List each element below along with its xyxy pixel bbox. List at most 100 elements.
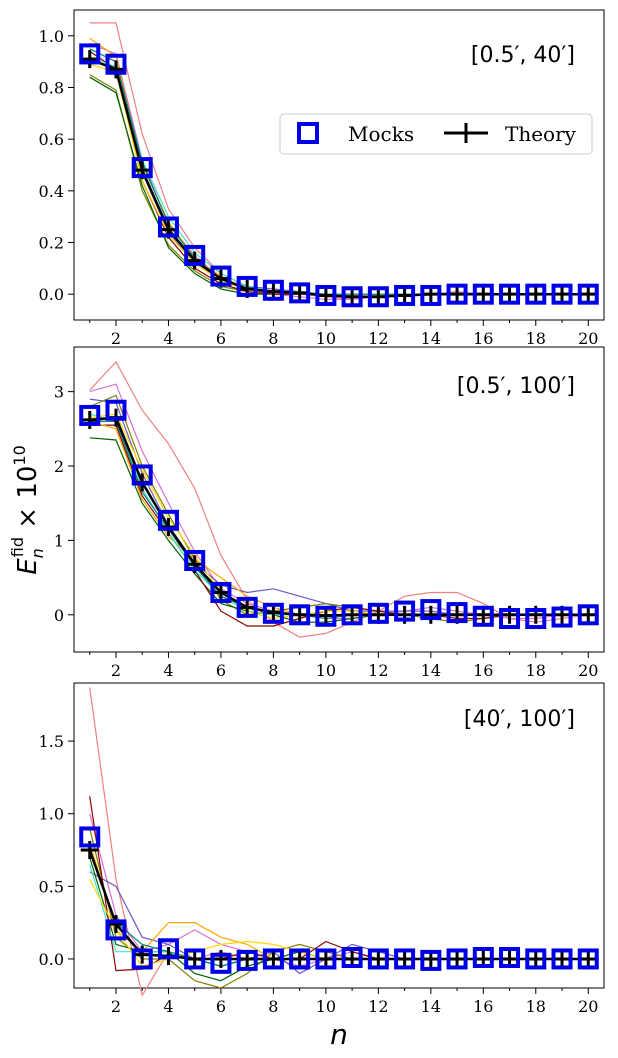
mock-point — [499, 283, 521, 305]
x-tick-label: 18 — [526, 661, 546, 680]
y-tick-label: 0.8 — [39, 79, 64, 98]
mock-point — [446, 602, 468, 624]
mock-point — [341, 286, 363, 308]
x-tick-label: 16 — [473, 329, 493, 348]
mock-point — [341, 947, 363, 968]
mock-point — [105, 399, 127, 421]
mock-realisation-line — [89, 43, 589, 300]
y-tick-label: 0.5 — [39, 877, 64, 896]
mock-point — [184, 550, 206, 571]
x-tick-label: 6 — [216, 997, 226, 1016]
theory-point — [343, 287, 362, 306]
y-tick-label: 1.5 — [39, 732, 64, 751]
theory-point — [185, 949, 204, 968]
mock-point — [472, 283, 494, 305]
theory-line — [89, 57, 589, 299]
panel-bottom-yticks: 0.0 0.5 1.0 1.5 — [39, 732, 74, 969]
mock-realisation-line — [89, 76, 589, 295]
mock-realisation-line — [89, 37, 589, 295]
mock-point — [289, 282, 311, 304]
theory-point — [290, 949, 309, 968]
mock-point — [420, 949, 442, 971]
theory-point — [264, 949, 283, 968]
theory-point — [316, 286, 335, 305]
mock-point — [289, 948, 311, 970]
x-tick-label: 14 — [421, 997, 441, 1016]
mock-realisation-line — [89, 413, 589, 616]
x-tick-label: 4 — [163, 997, 173, 1016]
mock-point — [315, 605, 337, 627]
panel-middle-xticks: 2 4 6 8 10 12 14 16 18 20 — [89, 652, 598, 680]
panel-middle-range-label: [0.5′, 100′] — [457, 374, 575, 399]
mock-point — [499, 608, 521, 630]
mock-point — [79, 404, 101, 426]
x-tick-label: 12 — [368, 997, 388, 1016]
mock-point — [131, 157, 153, 179]
mock-realisation-line — [89, 360, 589, 638]
mock-point — [472, 947, 494, 968]
mock-realisation-line — [89, 74, 589, 295]
y-tick-label: 1 — [54, 531, 64, 550]
theory-point — [238, 598, 257, 617]
x-tick-label: 14 — [421, 329, 441, 348]
panel-bottom-range-label: [40′, 100′] — [464, 707, 575, 732]
mock-point — [394, 948, 416, 970]
mock-point — [525, 608, 547, 630]
y-tick-label: 0.2 — [39, 234, 64, 253]
theory-point — [421, 605, 440, 624]
mock-realisation-line — [89, 55, 589, 295]
mock-point — [577, 604, 599, 626]
y-axis-title-sub: n — [28, 548, 47, 558]
mock-point — [315, 284, 337, 306]
mock-realisation-line — [89, 50, 589, 295]
mock-point — [577, 283, 599, 305]
mock-point — [184, 244, 206, 266]
x-tick-label: 20 — [578, 997, 598, 1016]
mock-point — [394, 284, 416, 306]
x-tick-label: 2 — [111, 661, 121, 680]
y-tick-label: 0.0 — [39, 950, 64, 969]
mock-point — [525, 948, 547, 970]
mock-point — [420, 284, 442, 306]
theory-point — [106, 60, 125, 79]
y-axis-title-times: × 10 — [13, 466, 43, 537]
mock-point — [131, 948, 153, 970]
panel-bottom: 0.0 0.5 1.0 1.5 2 4 6 8 10 12 14 16 18 20 [40′, 100′… — [39, 682, 605, 1016]
y-tick-label: 1.0 — [39, 27, 64, 46]
mock-point — [105, 919, 127, 941]
mock-point — [367, 602, 389, 624]
panel-bottom-xticks: 2 4 6 8 10 12 14 16 18 20 — [89, 988, 598, 1016]
mock-point — [79, 826, 101, 848]
theory-point — [553, 285, 572, 304]
y-tick-label: 0.6 — [39, 130, 64, 149]
theory-point — [579, 605, 598, 624]
mock-point — [262, 279, 284, 301]
legend: Mocks Theory — [279, 113, 593, 155]
mock-realisation-line — [89, 878, 589, 967]
theory-point — [211, 583, 230, 602]
mock-point — [367, 286, 389, 308]
x-tick-label: 20 — [578, 661, 598, 680]
theory-point — [474, 285, 493, 304]
x-tick-label: 16 — [473, 997, 493, 1016]
mock-point — [499, 947, 521, 968]
y-tick-label: 0 — [54, 606, 64, 625]
theory-point — [369, 287, 388, 306]
x-tick-label: 20 — [578, 329, 598, 348]
y-tick-label: 0.0 — [39, 285, 64, 304]
theory-point — [500, 285, 519, 304]
mock-point — [551, 948, 573, 970]
x-tick-label: 4 — [163, 661, 173, 680]
mock-realisation-line — [89, 796, 589, 972]
mock-realisation-line — [89, 48, 589, 295]
legend-mocks-label: Mocks — [348, 122, 414, 146]
theory-point — [395, 949, 414, 968]
svg-text:Enfid × 1010: Enfid × 1010 — [8, 445, 47, 575]
y-tick-label: 3 — [54, 383, 64, 402]
mock-realisation-line — [89, 61, 589, 298]
panel-top: 0.0 0.2 0.4 0.6 0.8 1.0 2 4 6 8 10 12 14 16 18 20 [0.5… — [39, 9, 605, 348]
theory-point — [553, 949, 572, 968]
theory-point — [526, 285, 545, 304]
x-tick-label: 8 — [268, 997, 278, 1016]
